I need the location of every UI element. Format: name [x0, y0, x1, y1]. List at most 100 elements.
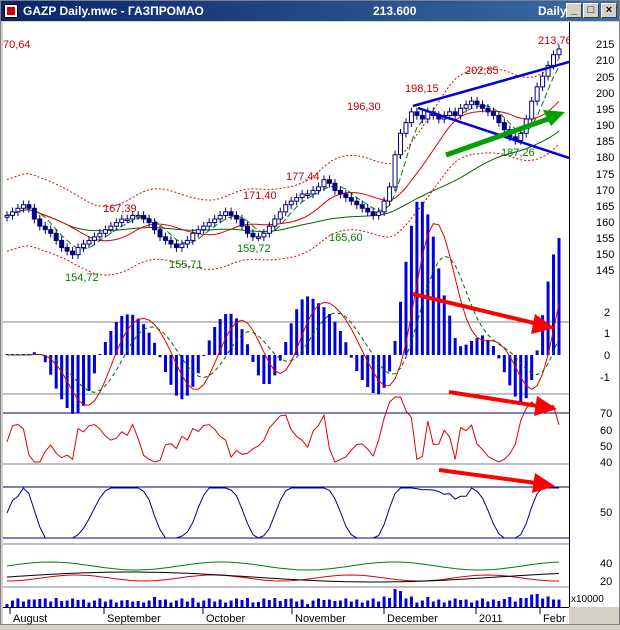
macd-bar [273, 355, 277, 376]
volume-bar [338, 600, 342, 607]
volume-bar [240, 600, 244, 607]
price-annotation: 154,72 [65, 272, 99, 284]
volume-bar [426, 597, 430, 607]
volume-bar [524, 598, 528, 607]
title-bar[interactable]: GAZP Daily.mwc - ГАЗПРОМАО 213.600 Daily… [1, 1, 619, 21]
candle [403, 118, 409, 138]
candle [479, 100, 485, 113]
macd-bar [541, 315, 545, 355]
volume-bar [349, 601, 353, 607]
time-axis-month: December [387, 613, 438, 625]
volume-bar [552, 599, 556, 607]
volume-bar [327, 599, 331, 607]
price-annotation: 202,85 [465, 65, 499, 77]
price-annotation: 159,72 [237, 243, 271, 255]
macd-bar [267, 355, 271, 384]
candle [370, 207, 376, 220]
macd-bar [207, 340, 211, 355]
macd-bar [245, 344, 249, 355]
candle [452, 107, 458, 120]
candle [288, 196, 294, 209]
volume-bar [21, 601, 25, 607]
candle [70, 246, 76, 259]
macd-tick-label: -1 [600, 372, 610, 384]
chart-plot-area[interactable]: 70,64 167,39 171,40 177,44 196,30 198,15 202,8… [3, 22, 569, 607]
volume-bar [245, 598, 249, 607]
maximize-button[interactable]: □ [583, 3, 599, 18]
candle [398, 129, 404, 159]
macd-bar [355, 355, 359, 371]
volume-bar [229, 600, 233, 607]
macd-bar [431, 236, 435, 355]
candle [299, 189, 305, 202]
volume-bar [415, 602, 419, 607]
macd-bar [120, 316, 124, 355]
macd-bar [240, 329, 244, 355]
candle [184, 236, 190, 249]
price-annotation: 213,76 [538, 35, 569, 47]
price-annotations: 70,64 167,39 171,40 177,44 196,30 198,15 202,8… [3, 35, 569, 284]
volume-bar [54, 598, 58, 607]
volume-bar [207, 598, 211, 607]
candle [294, 193, 300, 206]
minimize-button[interactable]: _ [566, 3, 582, 18]
macd-bar [404, 261, 408, 355]
volume-bar [366, 600, 370, 607]
stoch-levels [3, 486, 569, 539]
volume-bar [437, 599, 441, 607]
volume-bar [273, 598, 277, 607]
sma-fast-line [6, 66, 560, 250]
volume-bar [32, 599, 36, 607]
volume-bar [169, 602, 173, 607]
volume-bar [60, 601, 64, 607]
candle [212, 214, 218, 227]
volume-bar [344, 598, 348, 607]
candle [419, 111, 425, 124]
candle [9, 207, 15, 220]
value-axis[interactable]: 215 210 205 200 195 190 185 180 175 170 165 160 155 1… [569, 22, 619, 607]
price-annotation: 155,71 [169, 259, 203, 271]
candle [157, 225, 163, 242]
close-button[interactable]: × [601, 3, 617, 18]
price-tick-label: 160 [596, 217, 614, 229]
macd-bar [103, 342, 107, 355]
candle [490, 107, 496, 120]
chart-svg: 70,64 167,39 171,40 177,44 196,30 198,15 202,8… [3, 35, 569, 607]
volume-bar [306, 604, 310, 607]
candle [326, 175, 332, 188]
volume-bar [43, 598, 47, 607]
price-tick-label: 185 [596, 136, 614, 148]
macd-bar [295, 309, 299, 355]
macd-bar [180, 355, 184, 400]
band-lower [6, 143, 560, 276]
sma-mid-line [6, 100, 560, 242]
macd-bar [76, 355, 80, 414]
candle [48, 225, 54, 238]
macd-bar [43, 355, 47, 363]
volume-bar [185, 601, 189, 607]
volume-bar [235, 598, 239, 607]
band-upper [6, 58, 560, 208]
macd-bar [399, 301, 403, 355]
price-tick-label: 145 [596, 265, 614, 277]
panel-separators [3, 321, 569, 588]
candle [146, 214, 152, 227]
macd-bar [426, 214, 430, 355]
macd-bar [333, 321, 337, 355]
macd-bar [317, 303, 321, 355]
time-axis[interactable]: August September October November December 20… [3, 607, 569, 625]
macd-bar [530, 355, 534, 380]
price-tick-label: 150 [596, 249, 614, 261]
trend-lines [412, 60, 569, 160]
macd-bar [557, 237, 561, 355]
macd-bar [388, 355, 392, 372]
time-axis-svg: August September October November December 20… [9, 608, 566, 625]
macd-bar [256, 355, 260, 376]
macd-bar [393, 341, 397, 355]
volume-bar [431, 601, 435, 607]
candle [168, 236, 174, 249]
adx-tick-label: 40 [600, 558, 612, 570]
volume-bar [191, 598, 195, 607]
time-axis-month: Febr [543, 613, 566, 625]
macd-bar [92, 355, 96, 374]
